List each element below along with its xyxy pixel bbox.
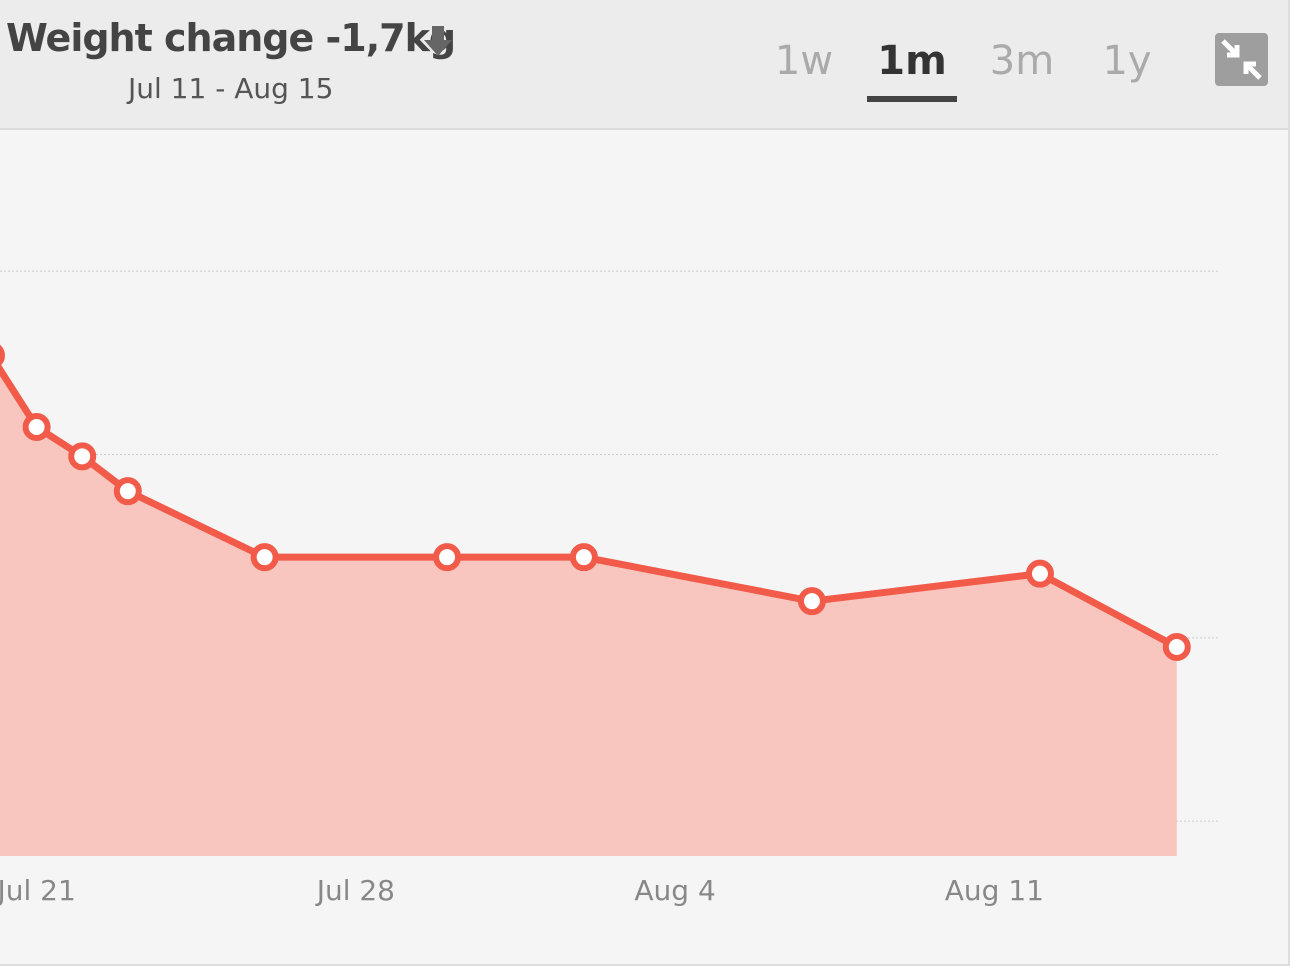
point [569,543,598,572]
x-tick-label: Aug 4 [634,874,715,907]
point [433,543,462,572]
line [0,363,1179,651]
tab[interactable]: 3m [989,38,1055,84]
point [250,543,279,572]
tab[interactable]: 1w [774,38,834,84]
tab-underline [867,96,957,102]
x-tick-label: Jul 21 [0,874,76,907]
point [1162,633,1191,661]
collapse-icon [1221,39,1262,80]
area-fill [0,369,1177,856]
tab[interactable]: 1y [1102,38,1152,84]
down-arrow-icon [424,26,452,56]
collapse-button[interactable] [1215,33,1268,86]
point [68,442,97,471]
tab-selected[interactable]: 1m [877,38,947,84]
x-tick-label: Jul 28 [315,874,395,907]
point [1025,559,1054,588]
point [0,344,5,367]
point [113,477,142,506]
title: Weight change -1,7kg [6,16,456,60]
date-range: Jul 11 - Aug 15 [128,72,334,105]
point [22,413,51,441]
point [797,587,826,616]
header: Weight change -1,7kg Jul 11 - Aug 15 1w … [0,0,1288,130]
x-tick-label: Aug 11 [945,874,1044,907]
